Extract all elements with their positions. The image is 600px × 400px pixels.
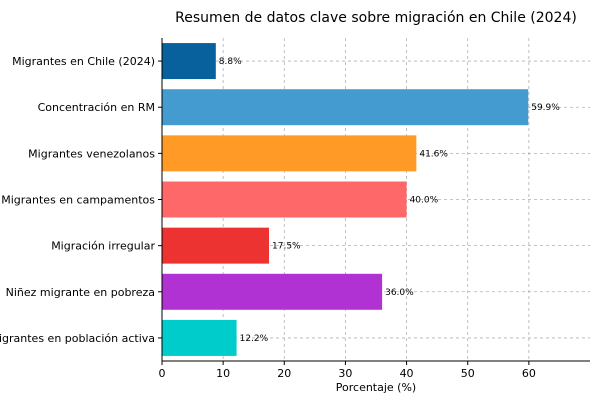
y-tick-label: Migrantes en población activa xyxy=(0,332,155,345)
bar xyxy=(162,227,269,264)
x-tick-label: 30 xyxy=(338,367,352,380)
x-tick-label: 60 xyxy=(522,367,536,380)
chart-title: Resumen de datos clave sobre migración e… xyxy=(175,10,577,26)
bar xyxy=(162,319,237,356)
data-label-layer: 8.8% 59.9% 41.6% 40.0% 17.5% 36.0% 12.2% xyxy=(219,57,560,344)
x-tick-label: 10 xyxy=(216,367,230,380)
bar xyxy=(162,273,383,310)
data-label: 59.9% xyxy=(531,103,560,113)
data-label: 12.2% xyxy=(240,334,269,344)
y-tick-label: Migrantes en Chile (2024) xyxy=(12,55,155,68)
y-tick-label: Migración irregular xyxy=(51,240,155,253)
data-label: 36.0% xyxy=(385,288,414,298)
y-tick-label: Concentración en RM xyxy=(38,101,155,114)
data-label: 17.5% xyxy=(272,242,301,252)
y-tick-label: Niñez migrante en pobreza xyxy=(6,286,155,299)
x-tick-label: 20 xyxy=(277,367,291,380)
x-tick-label: 40 xyxy=(400,367,414,380)
bar xyxy=(162,135,417,172)
bar xyxy=(162,181,407,218)
data-label: 40.0% xyxy=(410,196,439,206)
bar xyxy=(162,43,216,80)
y-axis-ticks: Migrantes en Chile (2024) Concentración e… xyxy=(0,55,162,345)
y-tick-label: Migrantes en campamentos xyxy=(1,194,155,207)
data-label: 41.6% xyxy=(419,149,448,159)
bar xyxy=(162,89,529,126)
y-tick-label: Migrantes venezolanos xyxy=(28,147,155,160)
x-tick-label: 0 xyxy=(159,367,166,380)
x-axis-ticks: 0 10 20 30 40 50 60 xyxy=(159,361,536,380)
x-axis-label: Porcentaje (%) xyxy=(336,381,416,394)
data-label: 8.8% xyxy=(219,57,242,67)
x-tick-label: 50 xyxy=(461,367,475,380)
bar-layer xyxy=(162,43,529,356)
